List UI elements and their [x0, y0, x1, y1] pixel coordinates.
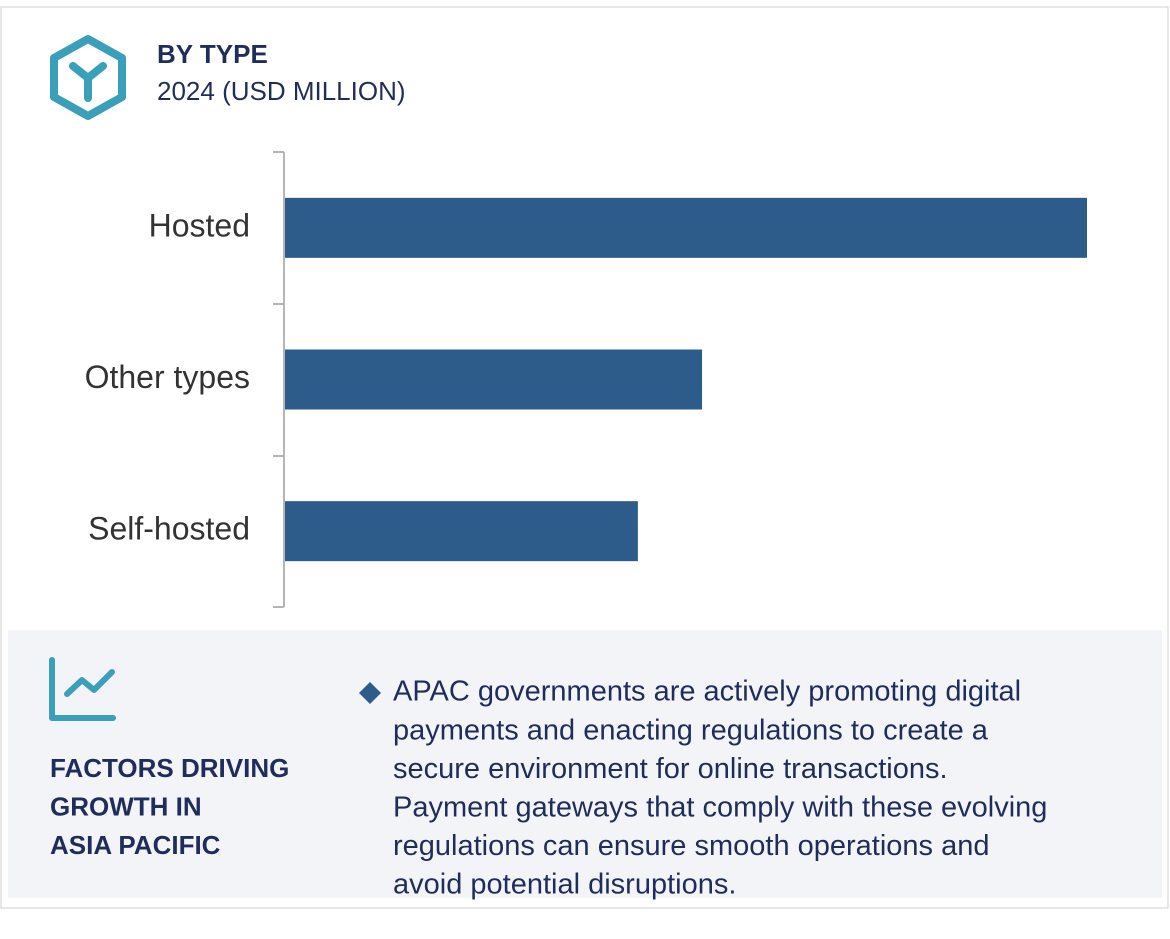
- panel-heading: FACTORS DRIVING GROWTH IN ASIA PACIFIC: [50, 753, 289, 860]
- panel: [8, 630, 1162, 898]
- text-line: Payment gateways that comply with these …: [393, 791, 1047, 823]
- heading-line: GROWTH IN: [50, 791, 202, 821]
- growth-icon: [49, 657, 116, 721]
- chart-subtitle: 2024 (USD MILLION): [157, 76, 406, 106]
- text-line: avoid potential disruptions.: [393, 869, 736, 901]
- type-icon: [50, 35, 126, 120]
- y-tick-label: Hosted: [149, 207, 250, 243]
- text-line: secure environment for online transactio…: [393, 753, 948, 785]
- category-axis: [273, 151, 285, 608]
- y-tick-label: Other types: [85, 359, 250, 395]
- text-line: APAC governments are actively promoting …: [393, 676, 1021, 708]
- text-line: payments and enacting regulations to cre…: [393, 714, 989, 746]
- chart-title: BY TYPE: [157, 39, 268, 69]
- heading-line: ASIA PACIFIC: [50, 830, 221, 860]
- y-tick-label: Self-hosted: [88, 511, 250, 547]
- bar: [285, 197, 1087, 258]
- heading-line: FACTORS DRIVING: [50, 753, 289, 783]
- bar: [285, 501, 638, 562]
- text-line: regulations can ensure smooth operations…: [393, 830, 990, 862]
- bar: [285, 349, 703, 410]
- panel-text: APAC governments are actively promoting …: [393, 676, 1047, 901]
- bullet: [359, 682, 381, 704]
